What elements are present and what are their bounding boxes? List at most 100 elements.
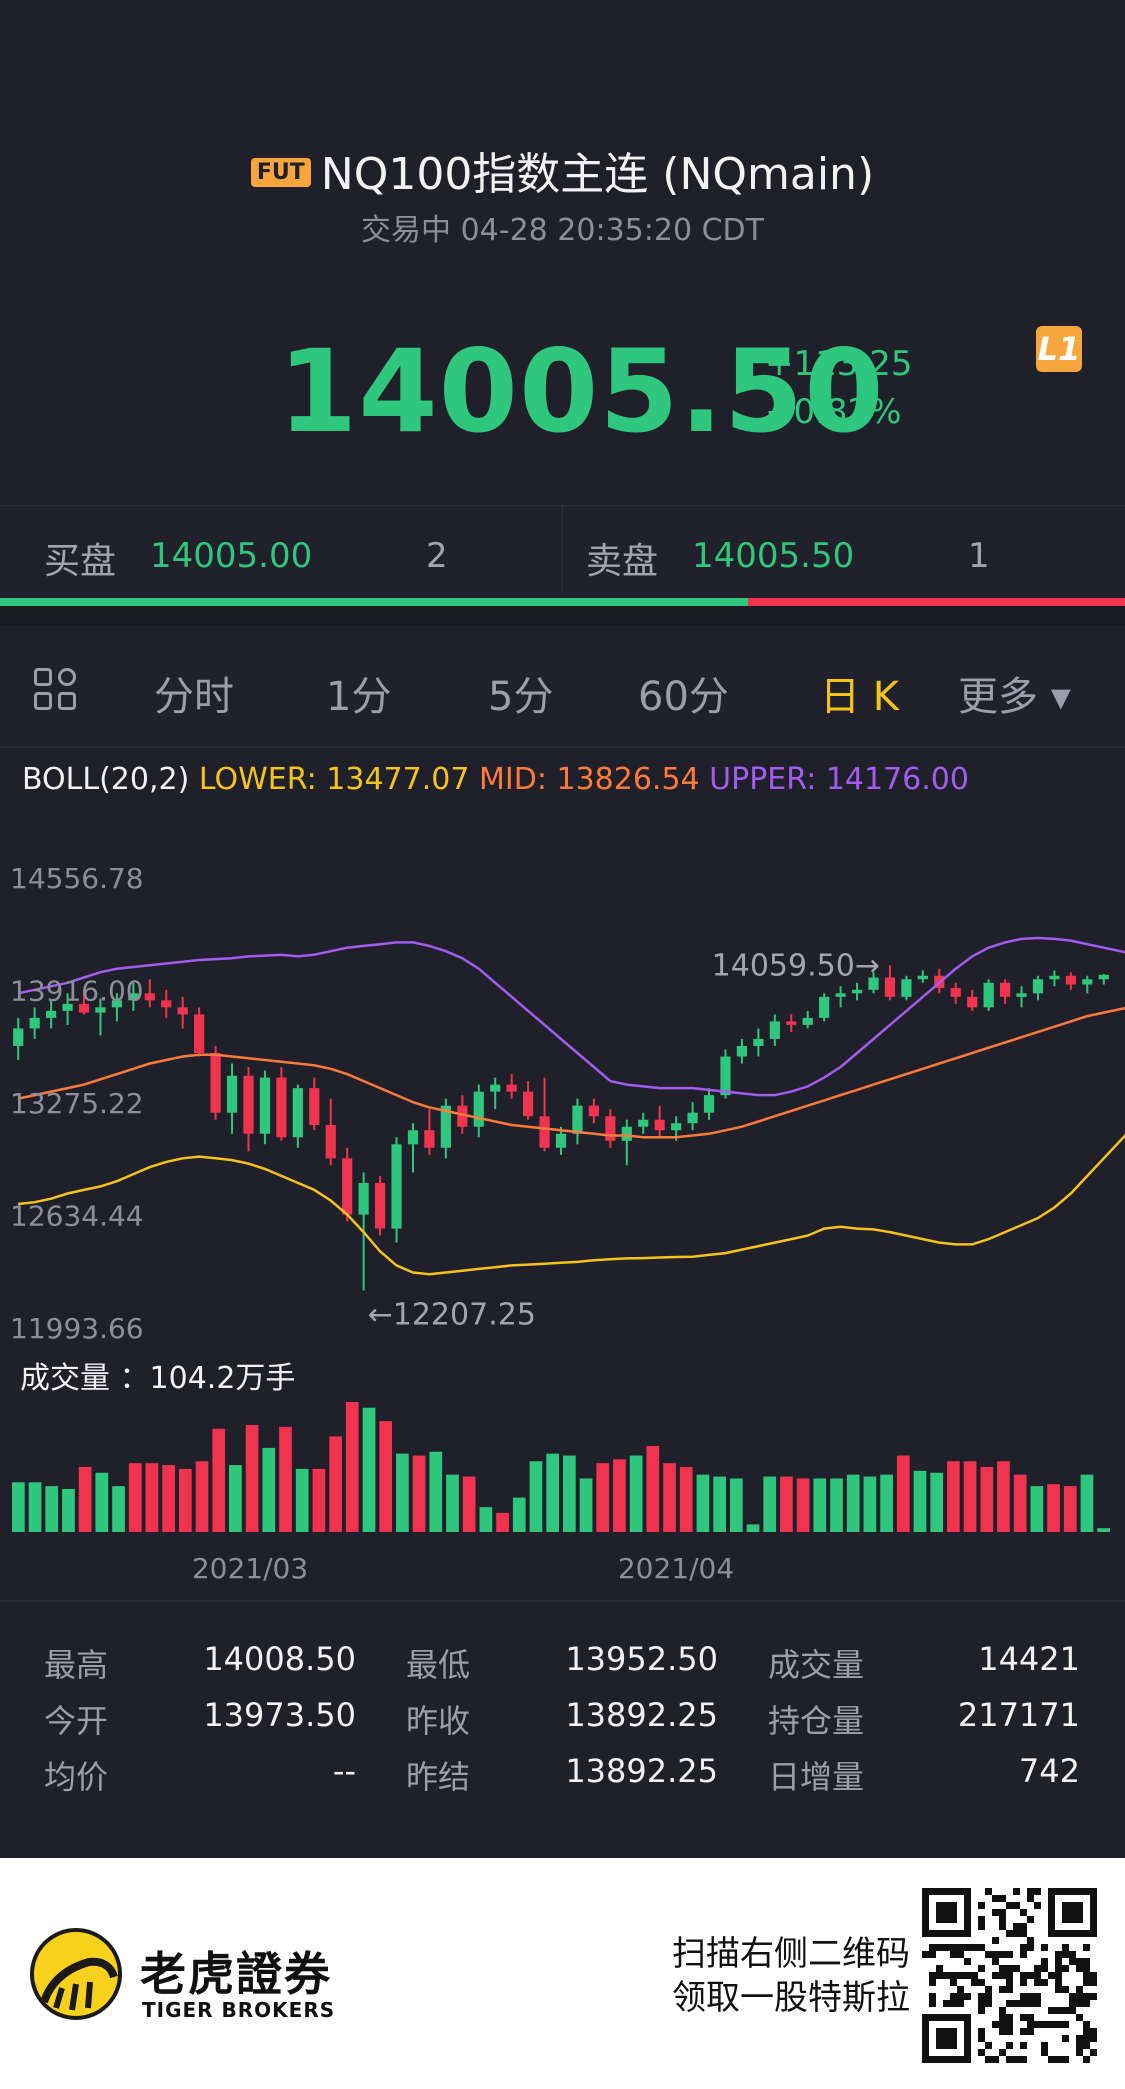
candle-body [358, 1182, 369, 1215]
candle-body [62, 1003, 73, 1011]
volume-bar [396, 1453, 409, 1532]
x-axis-label: 2021/03 [192, 1552, 308, 1585]
brand-name-cn: 老虎證券 [140, 1947, 332, 2001]
volume-bar [45, 1486, 59, 1532]
volume-bar [629, 1455, 643, 1532]
candle-body [342, 1158, 353, 1215]
futures-badge: FUT [250, 158, 311, 187]
candle-body [736, 1045, 748, 1057]
volume-bar [362, 1407, 376, 1532]
volume-bar [1047, 1484, 1060, 1532]
volume-bar [1097, 1528, 1110, 1532]
volume-bar [696, 1474, 710, 1532]
volume-bar [145, 1463, 159, 1532]
candle-body [884, 977, 896, 997]
volume-bar [112, 1486, 125, 1532]
volume-bar [512, 1497, 526, 1532]
y-tick-label: 11993.66 [10, 1312, 144, 1345]
candle-body [588, 1105, 599, 1117]
volume-bar [195, 1461, 209, 1532]
volume-bar [546, 1453, 559, 1532]
quote-stats-table: 最高 14008.50 最低 13952.50 成交量 14421 今开 139… [0, 1600, 1125, 1858]
candle-body [1082, 979, 1093, 985]
volume-bar [1013, 1474, 1027, 1532]
candle-body [144, 993, 155, 1001]
volume-bar [345, 1402, 359, 1532]
candle-body [13, 1028, 24, 1046]
candle-body [720, 1056, 731, 1096]
boll-mid-line [17, 1007, 1125, 1139]
volume-bar [613, 1459, 626, 1532]
stat-value-avg-price: -- [332, 1752, 356, 1790]
bid-ask-row: 买盘 14005.00 2 卖盘 14005.50 1 [0, 505, 1125, 605]
volume-bar [930, 1472, 944, 1532]
volume-bar [496, 1512, 509, 1532]
volume-bar [563, 1455, 576, 1532]
tab-more[interactable]: 更多 ▾ [958, 674, 1071, 720]
brand-name-en: TIGER BROKERS [142, 1998, 336, 2022]
volume-bar [780, 1476, 793, 1532]
level1-badge[interactable]: L1 [1036, 326, 1082, 372]
volume-bar [663, 1463, 676, 1532]
candle-body [473, 1091, 484, 1127]
candle-body [276, 1077, 287, 1138]
candle-body [802, 1017, 813, 1025]
volume-bar [479, 1507, 493, 1532]
kline-chart[interactable]: 14556.78 13916.00 13275.22 12634.44 11993.66… [0, 748, 1125, 1600]
candle-body [753, 1038, 764, 1046]
volume-bar [963, 1461, 977, 1532]
candle-body [391, 1144, 402, 1229]
volume-bar [679, 1467, 693, 1532]
boll-lower-line [18, 1133, 1125, 1276]
tab-daily-k[interactable]: 日 K [820, 674, 899, 720]
volume-bar [78, 1467, 92, 1532]
bid-label: 买盘 [44, 541, 117, 582]
tabs-divider [0, 746, 1125, 748]
tab-1min[interactable]: 1分 [326, 674, 392, 720]
tab-intraday[interactable]: 分时 [154, 674, 234, 720]
y-tick-label: 12634.44 [10, 1200, 144, 1233]
kline-chart-area[interactable]: BOLL(20,2) LOWER: 13477.07 MID: 13826.54… [0, 748, 1125, 1600]
volume-bar [128, 1463, 142, 1532]
candle-body [506, 1084, 517, 1092]
volume-bar [462, 1476, 476, 1532]
qr-code-icon [922, 1888, 1097, 2063]
tab-5min[interactable]: 5分 [488, 674, 554, 720]
volume-bar [880, 1474, 893, 1532]
promo-line-2: 领取一股特斯拉 [672, 1978, 910, 2018]
volume-bar [312, 1468, 326, 1532]
volume-bar [947, 1461, 960, 1532]
candle-body [868, 977, 879, 990]
volume-bar [1063, 1486, 1077, 1532]
volume-bar [579, 1478, 593, 1532]
ask-label: 卖盘 [586, 541, 659, 582]
instrument-name: NQ100指数主连 (NQmain) [320, 149, 875, 200]
volume-bar [229, 1465, 242, 1532]
tab-60min[interactable]: 60分 [638, 674, 729, 720]
candle-body [1032, 979, 1044, 994]
candle-body [1049, 975, 1060, 980]
candle-body [654, 1119, 665, 1131]
volume-bar [28, 1482, 42, 1532]
candle-body [999, 982, 1011, 997]
stat-label-daily-change: 日增量 [768, 1758, 865, 1796]
candle-body [983, 982, 994, 1008]
layout-grid-icon[interactable] [34, 668, 80, 714]
ask-qty: 1 [968, 536, 990, 576]
candle-body [407, 1130, 419, 1145]
stat-label-low: 最低 [406, 1646, 471, 1684]
low-price-marker: ←12207.25 [368, 1298, 536, 1333]
boll-upper: UPPER: 14176.00 [709, 762, 969, 797]
volume-bar [295, 1468, 309, 1532]
candle-body [194, 1014, 205, 1054]
stat-label-avg-price: 均价 [44, 1758, 109, 1796]
candle-body [177, 1007, 188, 1015]
candle-body [901, 979, 912, 997]
candle-body [95, 1007, 106, 1013]
x-axis-label: 2021/04 [618, 1552, 734, 1585]
candle-body [786, 1021, 797, 1025]
promo-footer: 老虎證券 TIGER BROKERS 扫描右侧二维码 领取一股特斯拉 [0, 1858, 1125, 2089]
stat-value-prev-close: 13892.25 [565, 1696, 718, 1734]
tiger-logo-icon [30, 1928, 122, 2020]
volume-bar [62, 1488, 75, 1532]
